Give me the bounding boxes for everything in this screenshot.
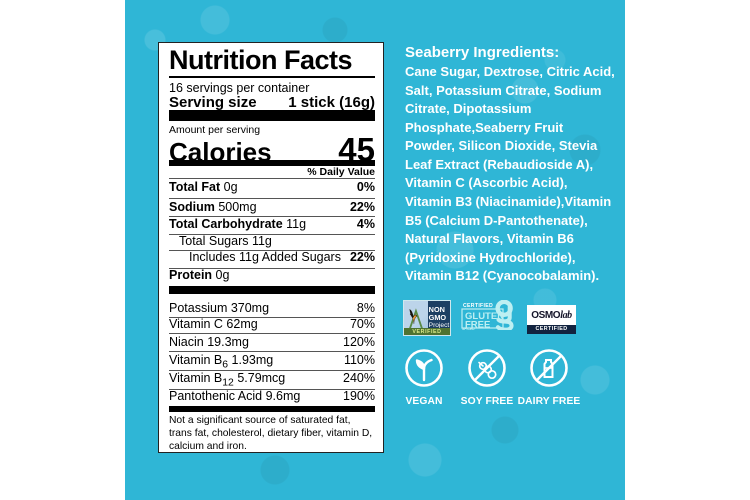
svg-text:SPICED: SPICED	[462, 327, 475, 330]
svg-text:CERTIFIED: CERTIFIED	[463, 303, 493, 309]
